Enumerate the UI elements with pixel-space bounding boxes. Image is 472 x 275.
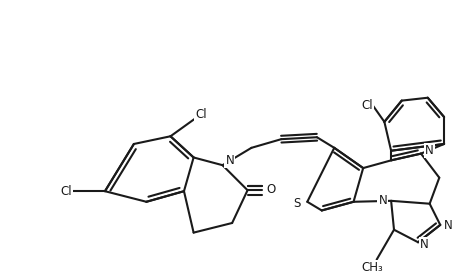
Text: S: S (293, 197, 301, 210)
Text: N: N (226, 154, 234, 167)
Text: N: N (379, 194, 387, 207)
Text: N: N (444, 219, 453, 232)
Text: N: N (420, 238, 429, 251)
Text: Cl: Cl (195, 108, 207, 121)
Text: N: N (425, 144, 434, 157)
Text: Cl: Cl (60, 185, 72, 198)
Text: CH₃: CH₃ (361, 261, 383, 274)
Text: Cl: Cl (361, 99, 373, 112)
Text: O: O (267, 183, 276, 196)
